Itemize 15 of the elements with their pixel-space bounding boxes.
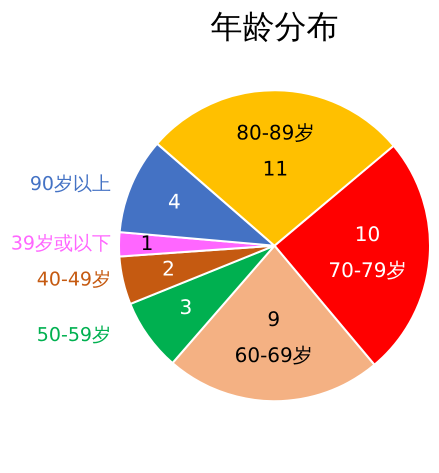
data-label: 1 — [140, 230, 154, 255]
slice-label: 50-59岁 — [36, 324, 111, 346]
slice-label: 90岁以上 — [30, 172, 111, 195]
slice-label: 80-89岁 — [236, 120, 314, 145]
slice-label: 60-69岁 — [234, 343, 313, 368]
data-label: 2 — [162, 256, 175, 280]
data-label: 9 — [267, 307, 280, 332]
slice-label: 39岁或以下 — [10, 232, 111, 254]
data-label: 11 — [262, 156, 288, 181]
data-label: 10 — [354, 222, 380, 246]
slice-label: 70-79岁 — [328, 258, 407, 282]
slice-label: 40-49岁 — [36, 268, 111, 291]
chart-title: 年龄分布 — [210, 8, 338, 46]
data-label: 3 — [180, 295, 192, 320]
data-label: 4 — [168, 189, 181, 214]
